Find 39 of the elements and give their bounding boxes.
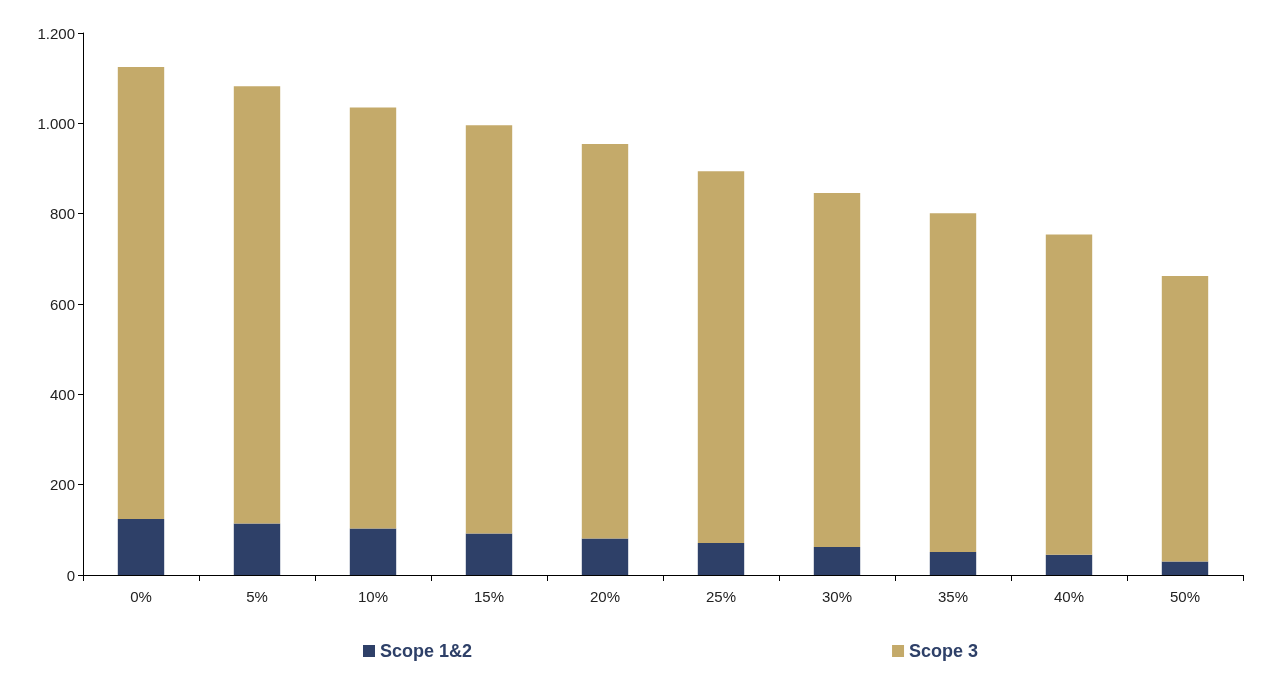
bar [233, 86, 281, 524]
bar [349, 107, 397, 529]
bar [581, 538, 629, 575]
x-tick-label: 20% [589, 588, 621, 605]
bar [929, 213, 977, 552]
x-tick-label: 10% [357, 588, 389, 605]
legend-label: Scope 1&2 [380, 641, 473, 661]
bar [233, 523, 281, 575]
x-tick-label: 40% [1053, 588, 1085, 605]
y-tick-label: 0 [66, 566, 75, 584]
x-tick-label: 5% [246, 588, 268, 605]
y-tick-label: 1.200 [37, 24, 75, 42]
y-tick-label: 1.000 [37, 114, 75, 132]
y-tick-label: 800 [49, 205, 75, 223]
bar [1161, 561, 1209, 575]
x-tick-label: 0% [130, 588, 152, 605]
y-tick-label: 600 [49, 295, 75, 313]
bar [581, 144, 629, 539]
x-tick-label: 25% [705, 588, 737, 605]
y-tick-label: 200 [49, 476, 75, 494]
bar [1045, 554, 1093, 575]
bar [813, 192, 861, 547]
x-tick-label: 35% [937, 588, 969, 605]
x-tick-label: 30% [821, 588, 853, 605]
bar [697, 542, 745, 575]
x-tick-label: 50% [1169, 588, 1201, 605]
bar [1045, 234, 1093, 555]
bar [117, 518, 165, 575]
legend-label: Scope 3 [909, 641, 979, 661]
bar [465, 125, 513, 534]
bar [697, 171, 745, 543]
bar [929, 551, 977, 575]
bar [465, 533, 513, 575]
bar [349, 528, 397, 575]
bar [813, 547, 861, 575]
bar [1161, 276, 1209, 562]
bar [117, 66, 165, 519]
y-tick-label: 400 [49, 385, 75, 403]
x-tick-label: 15% [473, 588, 505, 605]
